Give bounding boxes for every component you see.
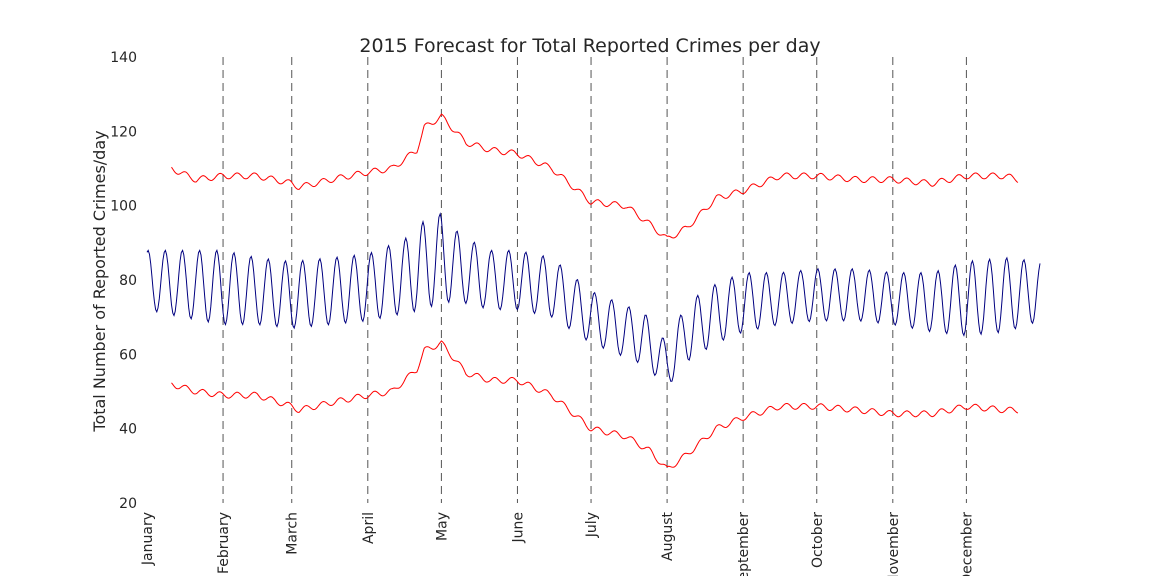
y-tick-label: 80 [119, 273, 137, 289]
series-line-lower_bound [171, 340, 1019, 468]
month-gridlines [222, 57, 967, 503]
x-tick-label: August [660, 511, 676, 561]
x-tick-label: July [584, 512, 600, 538]
x-tick-label: September [736, 512, 752, 576]
y-tick-label: 100 [110, 199, 137, 215]
series-lines [146, 113, 1041, 468]
y-tick-label: 40 [119, 422, 137, 438]
x-tick-label: January [140, 512, 156, 566]
x-tick-label: December [959, 512, 975, 576]
series-line-forecast [146, 212, 1041, 382]
series-line-upper_bound [171, 113, 1019, 239]
x-tick-label: March [285, 512, 301, 555]
y-axis-label: Total Number of Reported Crimes/day [90, 130, 109, 432]
chart-title: 2015 Forecast for Total Reported Crimes … [359, 35, 820, 57]
y-tick-label: 60 [119, 347, 137, 363]
y-tick-label: 20 [119, 496, 137, 512]
x-tick-label: October [810, 512, 826, 568]
x-tick-label: November [886, 512, 902, 576]
x-tick-label: April [361, 512, 377, 544]
y-tick-label: 120 [110, 124, 137, 140]
y-axis-ticks: 20 40 60 80 100 120 140 [110, 50, 137, 512]
x-tick-label: June [510, 512, 526, 544]
x-axis-month-ticks: January February March April May June July Augu… [140, 511, 975, 576]
y-tick-label: 140 [110, 50, 137, 66]
x-tick-label: May [434, 512, 450, 541]
x-tick-label: February [216, 512, 232, 574]
